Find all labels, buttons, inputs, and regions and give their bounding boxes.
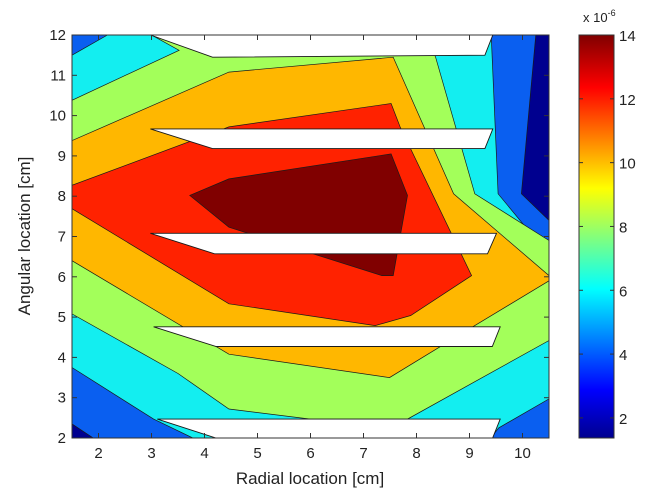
colorbar-tick-label: 6 <box>619 283 627 300</box>
x-tick-label: 5 <box>253 445 261 462</box>
x-tick-label: 7 <box>359 445 367 462</box>
colorbar-multiplier: x 10-6 <box>583 8 616 25</box>
colorbar-tick-label: 4 <box>619 347 627 364</box>
x-tick-label: 6 <box>306 445 314 462</box>
colorbar-gradient <box>578 34 615 439</box>
masked-region-1 <box>150 35 494 58</box>
y-tick-label: 9 <box>58 148 66 165</box>
y-tick-label: 6 <box>58 269 66 286</box>
masked-region-4 <box>153 326 501 347</box>
masked-region-5 <box>157 418 501 438</box>
colorbar-tick-label: 12 <box>619 92 636 109</box>
y-axis-label: Angular location [cm] <box>15 157 34 316</box>
plot-area <box>72 35 549 438</box>
x-tick-label: 3 <box>147 445 155 462</box>
contour-region-level-1.5 <box>72 423 94 438</box>
y-tick-label: 11 <box>50 67 66 84</box>
contour-region-level-1.5 <box>521 35 549 221</box>
y-tick-label: 3 <box>58 390 66 407</box>
y-tick-label: 12 <box>49 27 66 44</box>
y-tick-label: 7 <box>58 229 66 246</box>
colorbar-tick-label: 10 <box>619 156 636 173</box>
x-axis: 2 3 4 5 6 7 8 9 10 <box>94 35 531 462</box>
y-tick-label: 4 <box>58 349 66 366</box>
y-tick-label: 5 <box>58 309 66 326</box>
colorbar: 2 4 6 8 10 12 14 x 10-6 <box>578 8 636 439</box>
x-tick-label: 4 <box>200 445 208 462</box>
colorbar-tick-label: 8 <box>619 219 627 236</box>
y-tick-label: 8 <box>58 188 66 205</box>
x-axis-label: Radial location [cm] <box>236 469 384 488</box>
y-tick-label: 10 <box>49 108 66 125</box>
x-tick-label: 9 <box>465 445 473 462</box>
colorbar-tick-label: 14 <box>619 28 636 45</box>
masked-region-2 <box>150 128 494 150</box>
masked-region-3 <box>150 232 498 255</box>
y-axis: 2 3 4 5 6 7 8 9 10 11 12 <box>49 27 549 447</box>
x-tick-label: 2 <box>94 445 102 462</box>
colorbar-tick-label: 2 <box>619 411 627 428</box>
y-tick-label: 2 <box>58 430 66 447</box>
x-tick-label: 10 <box>514 445 531 462</box>
x-tick-label: 8 <box>412 445 420 462</box>
